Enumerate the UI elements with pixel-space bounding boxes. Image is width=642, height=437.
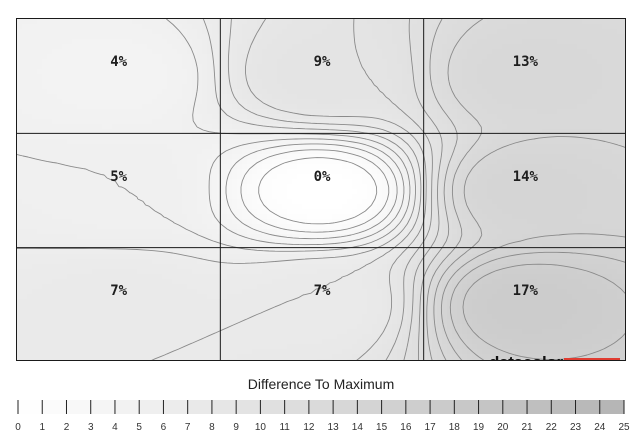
cell-value-label: 13% (512, 54, 538, 71)
cell-value-label: 5% (110, 168, 128, 185)
cell-value-label: 7% (313, 283, 331, 300)
heatmap-surface (17, 19, 625, 360)
colorscale-swatch (211, 400, 237, 414)
contour-line-15 (449, 251, 625, 360)
colorscale-tick-label: 24 (594, 422, 606, 433)
colorscale-tick-label: 23 (570, 422, 582, 433)
datacolor-logo: datacolor (489, 353, 620, 360)
cell-value-label: 14% (512, 168, 538, 185)
cell-grid (17, 19, 625, 360)
colorscale-swatch (454, 400, 479, 414)
colorscale-swatch (236, 400, 261, 414)
colorscale-tick-label: 3 (88, 422, 94, 433)
colorscale-tick-label: 17 (425, 422, 437, 433)
colorscale-swatch (90, 400, 115, 414)
cell-value-label: 9% (313, 54, 331, 71)
colorscale-swatch (575, 400, 600, 414)
colorscale-tick-label: 12 (303, 422, 315, 433)
contour-line-9 (353, 19, 433, 360)
colorscale-tick-label: 0 (15, 422, 21, 433)
colorscale-tick-label: 22 (546, 422, 558, 433)
contour-line-2 (240, 149, 390, 233)
cell-value-label: 0% (313, 168, 331, 185)
colorscale-swatch (163, 400, 188, 414)
colorscale-legend: 0 1 2 3 4 5 6 7 8 9 10 11 12 13 14 15 16 17 18 19 20 21 22 23 24… (15, 400, 630, 433)
cell-value-label: 4% (110, 54, 128, 71)
colorscale-tick-label: 14 (352, 422, 364, 433)
contour-line-13 (433, 136, 625, 360)
colorscale-tick-label: 18 (449, 422, 461, 433)
colorscale-tick-label: 6 (161, 422, 167, 433)
colorscale-tick-label: 15 (376, 422, 388, 433)
colorscale-tick-label: 10 (255, 422, 267, 433)
colorscale-swatch (187, 400, 212, 414)
uniformity-heatmap: 4% 9% 13% 5% 0% 14% 7% 7% 17% datacolor (16, 18, 626, 361)
colorscale-tick-label: 7 (185, 422, 191, 433)
cell-value-label: 17% (512, 283, 538, 300)
colorscale-swatch (66, 400, 91, 414)
contour-lines (17, 19, 625, 360)
colorscale-tick-label: 4 (112, 422, 118, 433)
colorscale-tick-label: 1 (39, 422, 45, 433)
colorscale-swatch (551, 400, 576, 414)
contour-line-3 (225, 143, 398, 240)
colorscale-swatch (478, 400, 503, 414)
colorscale-swatch (430, 400, 455, 414)
colorscale-swatch (260, 400, 285, 414)
contour-line-4 (208, 138, 405, 246)
colorscale-swatch (308, 400, 334, 414)
colorscale-tick-label: 8 (209, 422, 215, 433)
colorscale-swatch (502, 400, 528, 414)
colorscale-swatch (599, 400, 624, 414)
cell-value-label: 7% (110, 283, 128, 300)
colorscale-tick-label: 16 (400, 422, 412, 433)
colorscale-tick-label: 9 (233, 422, 239, 433)
contour-line-6 (17, 19, 416, 264)
logo-red-bar (563, 357, 620, 360)
colorscale-tick-label: 20 (497, 422, 509, 433)
colorscale-swatch (357, 400, 382, 414)
colorscale-tick-label: 19 (473, 422, 485, 433)
colorscale-swatch (405, 400, 431, 414)
colorscale-tick-label: 21 (521, 422, 533, 433)
colorscale-title: Difference To Maximum (247, 376, 395, 392)
colorscale-swatch (139, 400, 164, 414)
colorscale-swatch (284, 400, 309, 414)
colorscale-swatch (381, 400, 406, 414)
contour-line-11 (418, 19, 458, 360)
colorscale-swatch (333, 400, 358, 414)
colorscale-tick-label: 11 (279, 422, 290, 433)
contour-line-16 (462, 263, 625, 360)
contour-line-8 (245, 19, 427, 360)
colorscale-swatch (18, 400, 43, 414)
colorscale-tick-label: 2 (64, 422, 70, 433)
colorscale-tick-label: 5 (136, 422, 142, 433)
colorscale-tick-label: 13 (328, 422, 340, 433)
logo-text: datacolor (489, 353, 563, 360)
colorscale-swatch (114, 400, 140, 414)
colorscale-swatch (527, 400, 552, 414)
colorscale-tick-label: 25 (618, 422, 630, 433)
contour-line-1 (258, 157, 378, 225)
contour-line-7 (151, 19, 422, 360)
colorscale-swatch (42, 400, 67, 414)
contour-line-12 (426, 19, 483, 360)
contour-line-14 (440, 233, 625, 360)
